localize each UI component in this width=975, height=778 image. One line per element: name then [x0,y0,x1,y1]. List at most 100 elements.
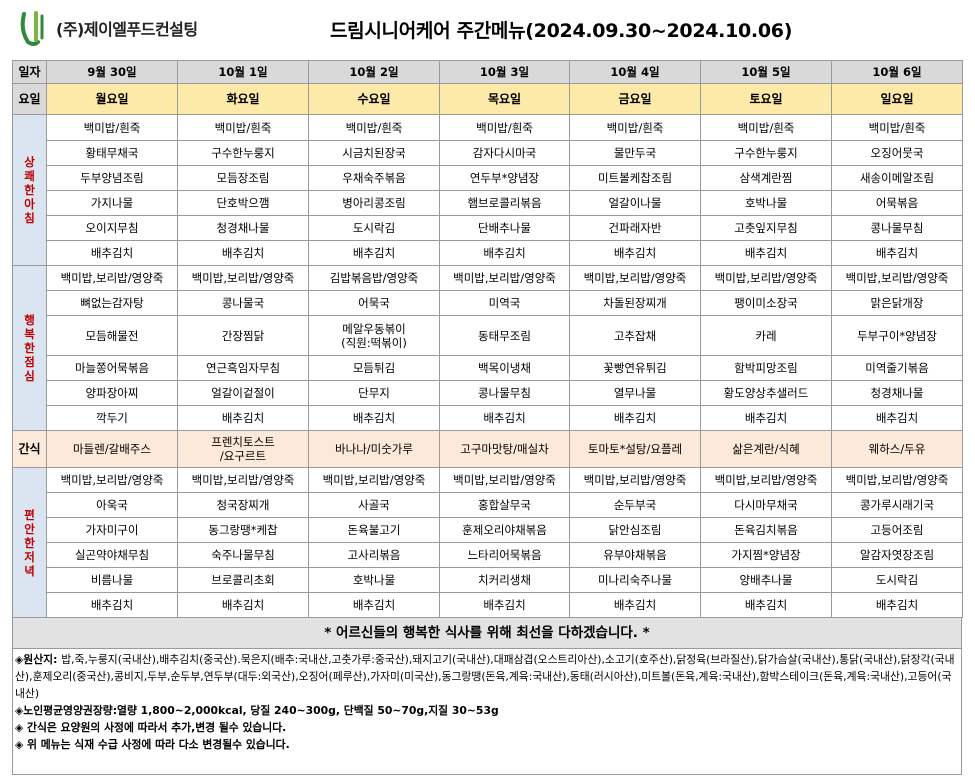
menu-item-text: 건파래자반 [608,221,662,235]
menu-item: 모듬해물전 [46,315,178,356]
menu-item: 어묵국 [308,290,440,316]
origin-info: ◈원산지: 밥,죽,누룽지(국내산),배추김치(중국산).묵은지(배추:국내산,… [15,651,959,702]
menu-item-text: 가자미구이 [85,523,139,537]
date-cell: 10월 4일 [569,60,701,84]
menu-item: 배추김치 [46,592,178,618]
menu-item: 함박피망조림 [700,355,832,381]
menu-item: 백미밥/흰죽 [308,114,440,141]
menu-item: 구수한누룽지 [700,140,832,166]
breakfast-row: 두부양념조림 모듬장조림 우채숙주볶음 연두부*양념장 미트볼케찹조림 삼색계란찜 새송이메… [13,165,963,191]
menu-item: 뼈없는감자탕 [46,290,178,316]
menu-item-text: 함박피망조림 [734,361,798,375]
menu-item: 백미밥/흰죽 [46,114,178,141]
menu-item: 배추김치 [46,240,178,266]
menu-item-text: 백미밥/흰죽 [476,120,533,135]
menu-item-text: 구수한누룽지 [734,146,798,160]
menu-item: 백미밥,보리밥/영양죽 [831,265,963,291]
snack-item: 웨하스/두유 [831,430,963,468]
menu-item-text: 깍두기 [96,411,128,425]
menu-item-text: 순두부국 [613,498,657,512]
menu-item: 햄브로콜리볶음 [439,190,570,216]
menu-item-text: 백미밥,보리밥/영양죽 [60,473,164,487]
menu-item: 배추김치 [439,240,570,266]
snack-item-text: 고구마맛탕/매실차 [460,442,549,456]
menu-item-text: 콩가루시래기국 [859,498,935,512]
dinner-row: 실곤약야채무침 숙주나물무침 고사리볶음 느타리어묵볶음 유부야채볶음 가지찜*양념장 알감… [13,542,963,568]
snack-label: 간식 [12,430,47,468]
menu-item: 백미밥,보리밥/영양죽 [177,467,309,493]
date-row: 일자 9월 30일 10월 1일 10월 2일 10월 3일 10월 4일 10월 5일 10… [12,60,963,84]
menu-item: 마늘쫑어묵볶음 [46,355,178,381]
menu-item: 건파래자반 [569,215,701,241]
menu-item-text: 가지나물 [90,196,134,210]
day-cell: 토요일 [700,83,832,115]
menu-item-text: 미트볼케찹조림 [597,171,673,185]
snack-item-text: 토마토*설탕/요플레 [587,442,683,456]
menu-item-text: 구수한누룽지 [211,146,275,160]
menu-item: 꽃빵연유튀김 [569,355,701,381]
snack-item-text: 마들렌/갈배주스 [73,442,151,456]
menu-item-text: 배추김치 [352,411,396,425]
menu-item-text: 오이지무침 [85,221,139,235]
menu-item-text: 도시락김 [352,221,396,235]
menu-item: 배추김치 [177,240,309,266]
day-cell: 월요일 [46,83,178,115]
menu-item: 배추김치 [831,240,963,266]
menu-item: 맑은닭개장 [831,290,963,316]
page-title: 드림시니어케어 주간메뉴(2024.09.30~2024.10.06) [330,20,793,42]
date-cell: 10월 2일 [308,60,440,84]
menu-item-text: 콩나물무침 [870,221,924,235]
menu-item: 배추김치 [177,405,309,431]
menu-item: 백미밥,보리밥/영양죽 [831,467,963,493]
menu-item-text: 삼색계란찜 [739,171,793,185]
menu-item: 가자미구이 [46,517,178,543]
menu-item: 도시락김 [831,567,963,593]
menu-item: 호박나물 [308,567,440,593]
menu-item: 아욱국 [46,492,178,518]
staff-note: (직원:떡볶이) [341,335,407,350]
page-header: (주)제이엘푸드컨설팅 드림시니어케어 주간메뉴(2024.09.30~2024… [0,0,975,60]
menu-item: 미역국 [439,290,570,316]
menu-item: 콩나물국 [177,290,309,316]
lunch-label-text: 행복한점심 [24,313,35,383]
menu-item: 청경채나물 [177,215,309,241]
lunch-label: 행복한점심 [12,265,47,431]
menu-item-text: 백미밥,보리밥/영양죽 [322,473,426,487]
menu-item-text: 미역줄기볶음 [865,361,929,375]
menu-item-text: 단무지 [358,386,390,400]
menu-item-text: 사골국 [358,498,390,512]
menu-item: 두부양념조림 [46,165,178,191]
menu-item: 실곤약야채무침 [46,542,178,568]
menu-item: 연근흑임자무침 [177,355,309,381]
menu-item-text: 모듬장조림 [216,171,270,185]
menu-item-text: 간장찜닭 [221,328,265,343]
menu-item: 연두부*양념장 [439,165,570,191]
menu-item-text: 김밥볶음밥/영양죽 [329,271,419,285]
menu-item-text: 카레 [755,328,777,343]
menu-item-text: 실곤약야채무침 [74,548,150,562]
menu-item-text: 비름나물 [90,573,134,587]
menu-item: 어묵볶음 [831,190,963,216]
menu-item-text: 백미밥,보리밥/영양죽 [60,271,164,285]
menu-item-text: 새송이메알조림 [859,171,935,185]
menu-item: 메알우동볶이 (직원:떡볶이) [308,315,440,356]
menu-item: 백미밥,보리밥/영양죽 [46,265,178,291]
snack-item-text: 삶은계란/식혜 [732,442,800,456]
menu-item-text: 백미밥/흰죽 [737,120,795,135]
company-name: (주)제이엘푸드컨설팅 [56,20,198,39]
menu-item-text: 홍합살무국 [478,498,531,512]
menu-item-text: 백미밥/흰죽 [868,120,926,135]
menu-item: 고사리볶음 [308,542,440,568]
snack-item: 마들렌/갈배주스 [46,430,178,468]
menu-item: 배추김치 [439,405,570,431]
date-cell: 10월 1일 [177,60,309,84]
menu-item: 삼색계란찜 [700,165,832,191]
menu-item-text: 감자다시마국 [472,146,537,160]
menu-item-text: 백미밥/흰죽 [345,120,403,135]
menu-item: 미역줄기볶음 [831,355,963,381]
breakfast-row: 가지나물 단호박으깸 병아리콩조림 햄브로콜리볶음 얼갈이나물 호박나물 어묵볶음 [13,190,963,216]
menu-item: 백미밥/흰죽 [439,114,570,141]
menu-item: 미트볼케찹조림 [569,165,701,191]
menu-item: 백미밥/흰죽 [569,114,701,141]
menu-item: 사골국 [308,492,440,518]
